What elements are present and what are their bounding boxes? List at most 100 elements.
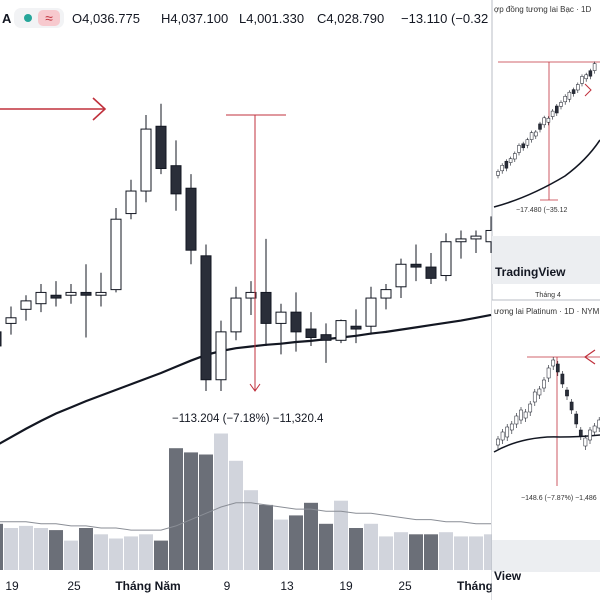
candle-body [485,229,492,243]
inset-candle-body [514,415,519,425]
inset-title: ợp đồng tương lai Bạc · 1D [494,5,591,14]
volume-bar [139,534,153,570]
inset-candle-body [500,165,504,172]
inset-candle-body [571,89,576,94]
inset-candle-body [519,409,523,421]
inset-measure-label: −17.480 (−35.12 [516,207,567,214]
status-pill[interactable]: ≈ [14,8,64,28]
inset-candles [496,357,600,450]
inset-candle-body [496,438,500,446]
inset-candle-body [537,388,542,396]
inset-candle-body [538,123,542,130]
inset-candle-body [565,389,569,397]
volume-bar [244,490,258,570]
x-tick-label: 19 [5,579,19,593]
inset-candle-body [574,413,579,425]
candle-body [470,235,482,240]
candle-body [185,187,197,251]
candle-body [380,289,392,299]
volume-bar [184,452,198,570]
arrow-drawing[interactable] [0,97,107,121]
volume-bar [439,532,453,570]
volume-bar [109,538,123,570]
volume-bar [214,433,228,570]
inset-platinum-chart[interactable]: ương lai Platinum · 1D · NYM −148.6 (−7.… [492,299,600,600]
volume-bar [319,523,333,570]
volume-bar [409,534,423,570]
candle-body [260,291,272,324]
volume-bar [199,454,213,570]
inset-candle-body [532,391,537,403]
candle-body [350,325,362,330]
volume-bar [334,500,348,570]
candle-body [170,165,182,195]
volume-bar [124,536,138,570]
inset-candle-body [560,373,565,385]
inset-candle-body [578,429,583,437]
inset-candle-body [529,132,534,140]
volume-bar [364,523,378,570]
inset-candle-body [555,363,560,373]
candle-body [290,311,302,333]
volume-bar [4,528,18,570]
inset-candle-body [576,84,580,91]
candle-body [440,241,452,277]
change-value: −13.110 (−0.32 [401,11,488,26]
volume-bar [484,534,492,570]
x-tick-label: 19 [339,579,353,593]
open-value: O4,036.775 [72,11,140,26]
volume-bar [64,540,78,570]
candle-body [80,291,92,296]
high-value: H4,037.100 [161,11,228,26]
inset-candle-body [542,117,546,126]
inset-title: ương lai Platinum · 1D · NYM [494,307,600,316]
volume-bar [49,530,63,570]
candle-body [275,311,287,324]
inset-candle-body [496,171,500,176]
candle-body [20,300,32,310]
inset-candle-body [546,117,551,123]
symbol-label: A [2,11,12,26]
measure-arrowhead [249,383,261,392]
inset-silver-chart[interactable]: ợp đồng tương lai Bạc · 1D −17.480 (−35.… [491,0,600,600]
inset-candle-body [584,74,588,80]
candle-body [410,263,422,268]
inset-x-label: Tháng 4 [535,292,561,299]
volume-bar [229,460,243,570]
inset-candle-body [523,411,528,419]
inset-candle-body [555,105,559,114]
inset-candle-body [525,139,530,146]
time-axis[interactable]: 19 25 Tháng Năm 9 13 19 25 Tháng [5,579,493,593]
candle-body [305,328,317,338]
inset-volume-area [492,540,600,572]
data-delay-icon [38,10,60,26]
inset-candle-body [580,76,584,84]
candle-body [200,255,212,381]
inset-candle-body [550,110,555,117]
candle-body [455,238,467,243]
x-tick-label: 9 [224,579,231,593]
tradingview-logo: View [494,569,522,583]
inset-candle-body [528,403,533,413]
candle-body [395,263,407,288]
close-value: C4,028.790 [317,11,384,26]
price-range-measure[interactable] [226,114,286,392]
inset-candle-body [588,429,592,441]
candle-body [35,291,47,305]
candle-body [155,125,167,170]
candle-body [335,320,347,341]
inset-candle-body [534,131,538,137]
inset-candle-body [504,160,509,169]
inset-candle-body [567,91,572,100]
candle-body [365,297,377,327]
inset-candle-body [588,70,593,77]
inset-candle-body [559,102,563,107]
inset-measure-label: −148.6 (−7.87%) −1,486 [521,495,597,502]
market-open-dot-icon [24,14,32,22]
inset-candle-body [551,359,556,367]
candle-body [0,331,2,347]
candle-body [425,266,437,279]
volume-bar [394,532,408,570]
candle-body [140,128,152,192]
